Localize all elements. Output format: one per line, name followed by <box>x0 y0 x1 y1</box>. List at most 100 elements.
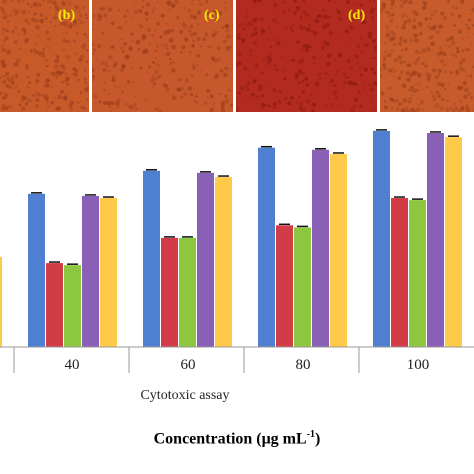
cell-dot <box>440 107 444 110</box>
cell-dot <box>449 35 455 41</box>
cell-dot <box>203 101 208 105</box>
cell-dot <box>189 14 194 19</box>
cell-dot <box>15 86 17 89</box>
cell-dot <box>404 0 408 2</box>
cell-dot <box>69 4 72 6</box>
cell-dot <box>251 23 254 26</box>
cell-dot <box>170 28 175 33</box>
x-axis-title-close: ) <box>315 430 321 448</box>
cell-dot <box>35 103 39 108</box>
cell-dot <box>192 39 195 43</box>
cell-dot <box>459 100 462 103</box>
cell-dot <box>413 18 417 23</box>
cell-dot <box>270 52 273 54</box>
cell-dot <box>454 54 458 58</box>
cell-dot <box>238 22 243 28</box>
cell-dot <box>246 81 251 86</box>
cell-dot <box>295 102 298 105</box>
cell-dot <box>33 2 38 7</box>
cell-dot <box>39 18 45 24</box>
cell-dot <box>349 67 353 71</box>
cell-dot <box>409 108 415 112</box>
cell-dot <box>153 82 157 86</box>
cell-dot <box>465 107 471 112</box>
cell-dot <box>26 85 30 89</box>
cell-dot <box>335 70 339 73</box>
cell-dot <box>438 105 441 108</box>
cell-dot <box>224 94 228 98</box>
cell-dot <box>187 9 191 13</box>
cell-dot <box>250 92 255 97</box>
cell-dot <box>246 88 250 92</box>
cell-dot <box>280 101 283 104</box>
cell-dot <box>146 27 151 32</box>
bar <box>46 263 63 347</box>
cell-dot <box>389 18 394 24</box>
cell-dot <box>36 34 40 38</box>
cell-dot <box>176 87 180 91</box>
cell-dot <box>3 39 6 42</box>
cell-dot <box>410 107 414 111</box>
cell-dot <box>469 12 472 15</box>
cell-dot <box>219 69 224 73</box>
cell-dot <box>9 0 14 3</box>
cell-dot <box>187 86 193 91</box>
cell-dot <box>172 19 175 22</box>
cell-dots <box>92 0 233 112</box>
cell-dot <box>60 17 63 20</box>
cell-dot <box>157 75 161 79</box>
cell-dot <box>409 38 414 43</box>
cell-dot <box>41 53 46 58</box>
cell-dot <box>154 69 159 75</box>
cell-dot <box>35 19 40 23</box>
cell-dot <box>423 109 425 112</box>
cell-dot <box>44 16 48 21</box>
cell-dot <box>156 1 159 4</box>
cell-dot <box>304 76 309 81</box>
cell-dot <box>272 106 276 110</box>
cell-dot <box>236 53 238 57</box>
cell-dot <box>283 96 288 101</box>
cell-dot <box>61 96 64 100</box>
cell-dot <box>387 86 392 91</box>
cell-dot <box>444 70 447 74</box>
cell-dot <box>140 25 144 29</box>
cell-dot <box>98 100 102 104</box>
cell-dot <box>238 61 242 65</box>
cell-dot <box>396 107 400 111</box>
cell-dot <box>406 109 410 112</box>
cell-dot <box>159 35 163 39</box>
cell-dot <box>429 17 432 20</box>
cell-dot <box>269 45 272 49</box>
cell-dot <box>30 50 33 53</box>
cell-dot <box>353 97 358 102</box>
cell-dot <box>103 45 106 48</box>
cell-dot <box>467 26 471 30</box>
cell-dot <box>400 108 406 112</box>
cell-dot <box>464 87 469 93</box>
cell-dot <box>261 71 264 74</box>
cell-dot <box>457 14 462 18</box>
cell-dot <box>80 54 84 59</box>
cell-dot <box>384 106 387 109</box>
cell-dot <box>290 28 294 32</box>
category-label: 80 <box>296 357 311 373</box>
cell-dot <box>36 92 41 97</box>
cell-dot <box>270 53 272 55</box>
cell-dot <box>209 107 214 112</box>
cell-dot <box>101 31 105 35</box>
cell-dot <box>428 76 431 79</box>
cell-dot <box>191 65 196 70</box>
micrograph-texture <box>380 0 474 112</box>
cell-dot <box>306 27 311 32</box>
cell-dot <box>289 95 294 100</box>
cell-dot <box>54 12 57 15</box>
bar <box>100 198 117 347</box>
cell-dot <box>215 73 219 78</box>
cell-dot <box>470 43 473 46</box>
cell-dot <box>273 3 278 8</box>
cell-dot <box>46 36 51 41</box>
cell-dot <box>79 20 84 25</box>
cell-dot <box>334 59 337 62</box>
cell-dot <box>276 111 279 112</box>
